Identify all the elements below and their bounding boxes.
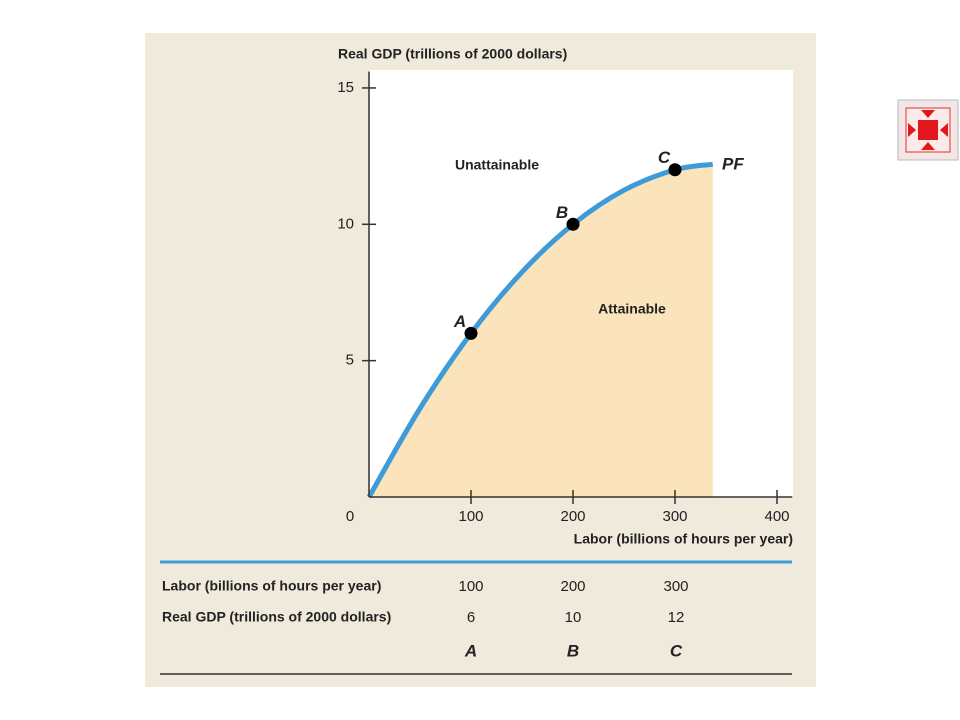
point-label: C [658, 148, 671, 167]
table-cell: 10 [565, 609, 582, 626]
expand-icon[interactable] [897, 99, 959, 161]
point [668, 163, 682, 177]
table-point-label: B [567, 641, 579, 660]
table-cell: 6 [467, 609, 475, 626]
x-axis-label: Labor (billions of hours per year) [574, 531, 793, 547]
x-tick-label: 200 [560, 508, 585, 525]
series-label: PF [722, 154, 744, 173]
point-label: A [453, 312, 466, 331]
curve [366, 161, 714, 499]
table-cell: 300 [663, 578, 688, 595]
point [464, 326, 478, 340]
y-tick-label: 10 [337, 215, 354, 232]
point [566, 217, 580, 231]
table-point-label: A [464, 641, 477, 660]
x-tick-label: 400 [764, 508, 789, 525]
table-row-label: Real GDP (trillions of 2000 dollars) [162, 609, 391, 625]
point-label: B [556, 203, 568, 222]
y-axis-label: Real GDP (trillions of 2000 dollars) [338, 46, 567, 62]
attainable-area [369, 164, 713, 497]
table-row-label: Labor (billions of hours per year) [162, 578, 381, 594]
table-cell: 100 [458, 578, 483, 595]
y-tick-label: 5 [346, 352, 354, 369]
table-cell: 200 [560, 578, 585, 595]
table-cell: 12 [668, 609, 685, 626]
x-tick-label: 0 [346, 508, 354, 525]
annotation: Unattainable [455, 157, 539, 173]
x-tick-label: 300 [662, 508, 687, 525]
y-tick-label: 15 [337, 79, 354, 96]
annotation: Attainable [598, 301, 666, 317]
table-point-label: C [670, 641, 683, 660]
x-tick-label: 100 [458, 508, 483, 525]
